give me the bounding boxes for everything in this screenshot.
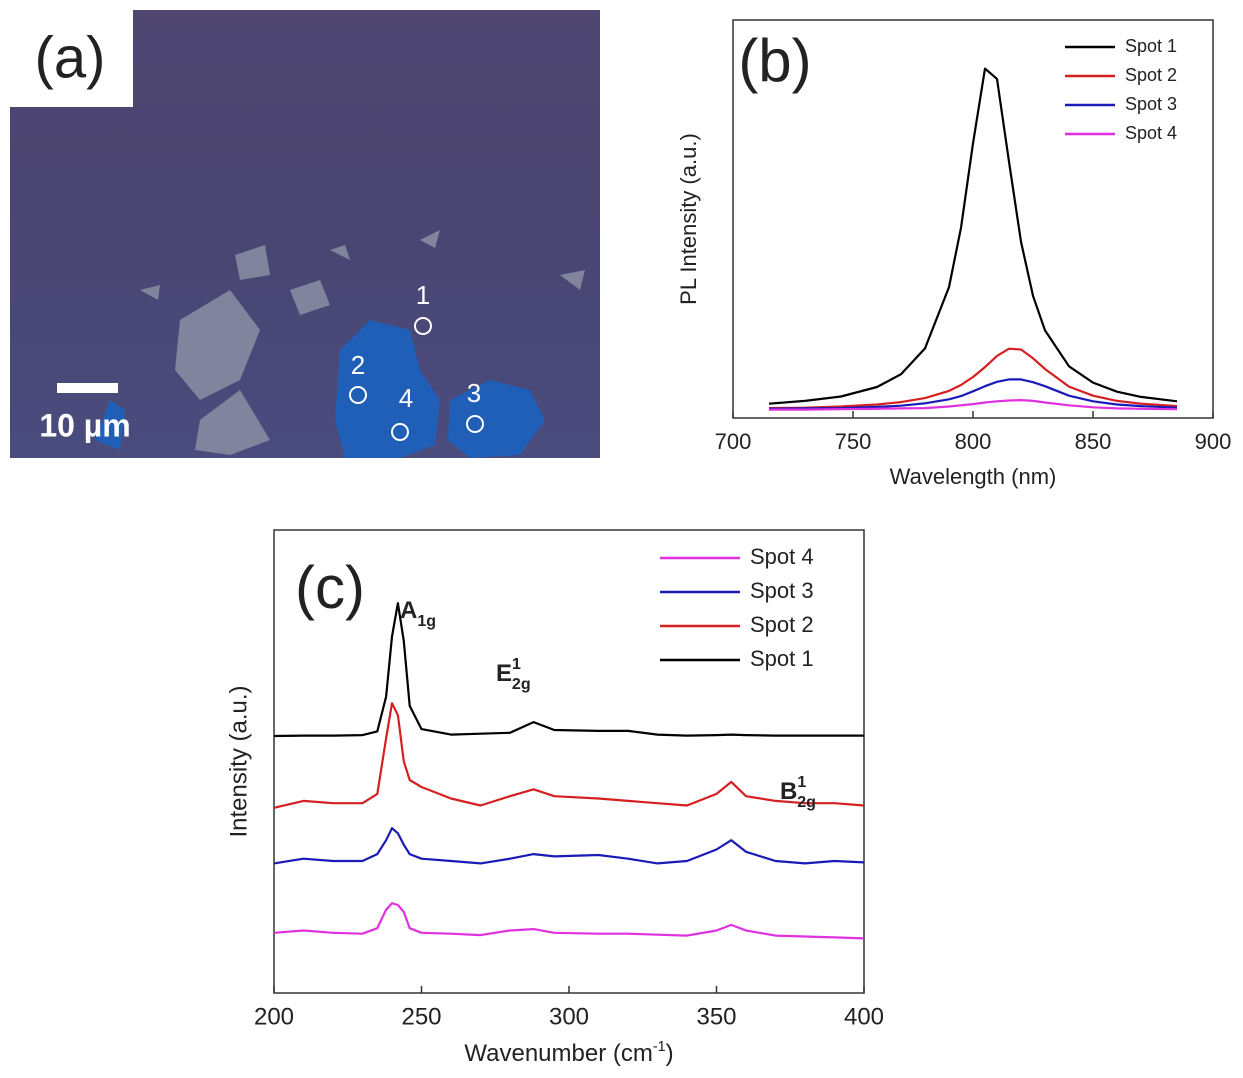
- legend-label: Spot 1: [1125, 36, 1177, 56]
- x-axis-label-part: -1: [653, 1039, 666, 1055]
- legend-label: Spot 2: [750, 612, 814, 637]
- x-tick-label: 400: [844, 1003, 884, 1030]
- peak-annotation: A1g: [400, 597, 436, 630]
- y-axis-label: PL Intensity (a.u.): [676, 133, 701, 305]
- annotation-sup: 1: [512, 656, 521, 673]
- flakes: [140, 230, 585, 455]
- spot-label: 2: [351, 350, 365, 380]
- annotation-base: E: [496, 660, 512, 687]
- panel-label: (c): [295, 554, 365, 621]
- x-tick-label: 200: [254, 1003, 294, 1030]
- legend-label: Spot 4: [1125, 123, 1177, 143]
- annotation-sub: 2g: [512, 676, 531, 693]
- spot-label: 4: [399, 383, 413, 413]
- series-line: [768, 67, 1178, 405]
- x-tick-label: 900: [1195, 429, 1232, 454]
- x-tick-label: 750: [835, 429, 872, 454]
- legend-label: Spot 3: [1125, 94, 1177, 114]
- x-axis-label: Wavenumber (cm-1): [464, 1039, 673, 1068]
- spot-labels: 1 2 3 4: [351, 280, 481, 413]
- scale-bar: [57, 383, 118, 393]
- thick-region: [95, 320, 545, 458]
- annotation-base: B: [780, 778, 797, 805]
- legend-label: Spot 3: [750, 578, 814, 603]
- spot-circles: [349, 317, 484, 441]
- x-tick-label: 250: [401, 1003, 441, 1030]
- legend-label: Spot 1: [750, 646, 814, 671]
- micrograph: (a) 10 µm 1 2 3 4: [10, 10, 600, 458]
- x-axis-label: Wavelength (nm): [890, 464, 1057, 489]
- x-tick-label: 800: [955, 429, 992, 454]
- x-tick-label: 850: [1075, 429, 1112, 454]
- annotation-sub: 1g: [417, 613, 436, 630]
- series-line: [273, 827, 865, 865]
- x-tick-label: 350: [696, 1003, 736, 1030]
- legend-label: Spot 2: [1125, 65, 1177, 85]
- series-line: [768, 378, 1178, 410]
- annotation-sub: 2g: [797, 794, 816, 811]
- spot-label: 1: [416, 280, 430, 310]
- peak-annotation: B1 2g: [780, 774, 816, 811]
- series-line: [768, 347, 1178, 410]
- annotation-sup: 1: [797, 774, 806, 791]
- panel-label: (b): [738, 27, 811, 94]
- x-tick-label: 700: [715, 429, 752, 454]
- scale-label: 10 µm: [39, 407, 130, 443]
- series-line: [273, 702, 865, 809]
- x-axis-label-part: Wavenumber (cm: [464, 1040, 652, 1067]
- y-axis-label: Intensity (a.u.): [225, 685, 252, 837]
- series-line: [769, 399, 1178, 411]
- x-tick-label: 300: [549, 1003, 589, 1030]
- panel-label: (a): [35, 25, 106, 90]
- annotation-base: A: [400, 597, 417, 624]
- series-line: [273, 602, 864, 738]
- label-box: [10, 10, 133, 107]
- spot-label: 3: [467, 378, 481, 408]
- x-axis-label-part: ): [666, 1040, 674, 1067]
- peak-annotation: E1 2g: [496, 656, 531, 693]
- series-line: [273, 902, 865, 940]
- legend-label: Spot 4: [750, 544, 814, 569]
